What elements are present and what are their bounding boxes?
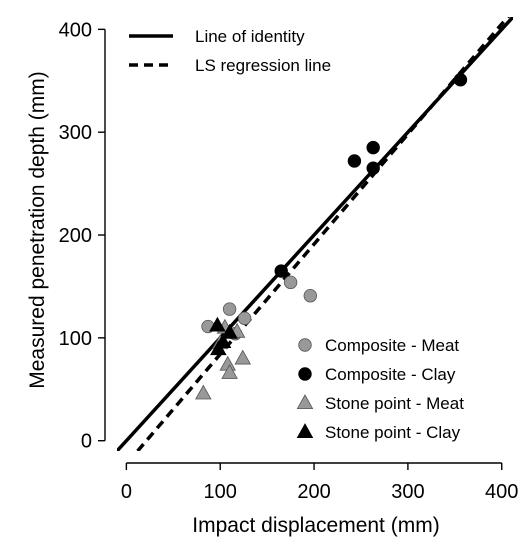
legend-label: Composite - Clay bbox=[325, 365, 456, 384]
y-tick-label: 0 bbox=[81, 431, 92, 453]
composite-meat-point bbox=[237, 311, 252, 326]
y-tick-label: 100 bbox=[59, 328, 92, 350]
legend-label: LS regression line bbox=[195, 56, 331, 75]
y-tick-label: 200 bbox=[59, 225, 92, 247]
stone-point-clay-point bbox=[209, 316, 226, 332]
x-tick-label: 300 bbox=[391, 481, 424, 503]
stone-point-clay-point bbox=[210, 340, 227, 356]
legend-label: Composite - Meat bbox=[325, 336, 459, 355]
y-tick-label: 400 bbox=[59, 19, 92, 41]
legend-marker bbox=[296, 394, 314, 410]
legend-label: Stone point - Meat bbox=[325, 394, 464, 413]
stone-point-clay-point bbox=[221, 323, 238, 339]
composite-clay-point bbox=[366, 161, 380, 175]
legend-marker bbox=[296, 423, 314, 439]
legend-markers: Composite - Meat Composite - Clay Stone po… bbox=[296, 336, 464, 442]
x-tick-label: 0 bbox=[121, 481, 132, 503]
y-axis-title: Measured penetration depth (mm) bbox=[26, 71, 49, 389]
y-axis: 0 100 200 300 400 bbox=[59, 19, 106, 453]
legend-marker bbox=[298, 367, 312, 381]
identity-line bbox=[117, 17, 513, 451]
stone-point-meat-point bbox=[234, 349, 252, 365]
composite-clay-point bbox=[274, 264, 288, 278]
composite-clay-point bbox=[366, 140, 380, 155]
composite-meat-point bbox=[303, 289, 318, 303]
composite-clay-point bbox=[453, 73, 468, 87]
composite-meat-point bbox=[283, 275, 298, 290]
x-axis: 0 100 200 300 400 bbox=[121, 462, 518, 503]
legend-marker bbox=[298, 338, 312, 352]
x-tick-label: 100 bbox=[204, 481, 237, 503]
x-tick-label: 200 bbox=[297, 481, 330, 503]
legend-lines: Line of identity LS regression line bbox=[129, 27, 331, 75]
legend-label: Line of identity bbox=[195, 27, 305, 46]
y-tick-label: 300 bbox=[59, 122, 92, 144]
x-axis-title: Impact displacement (mm) bbox=[192, 514, 439, 537]
legend-label: Stone point - Clay bbox=[325, 423, 461, 442]
composite-clay-point bbox=[347, 154, 362, 168]
stone-point-meat-point bbox=[221, 364, 238, 379]
x-tick-label: 400 bbox=[485, 481, 518, 503]
stone-point-meat-point bbox=[195, 384, 212, 400]
composite-meat-point bbox=[222, 302, 237, 316]
reference-lines bbox=[117, 17, 513, 451]
data-points bbox=[195, 73, 468, 400]
regression-line bbox=[136, 17, 511, 451]
